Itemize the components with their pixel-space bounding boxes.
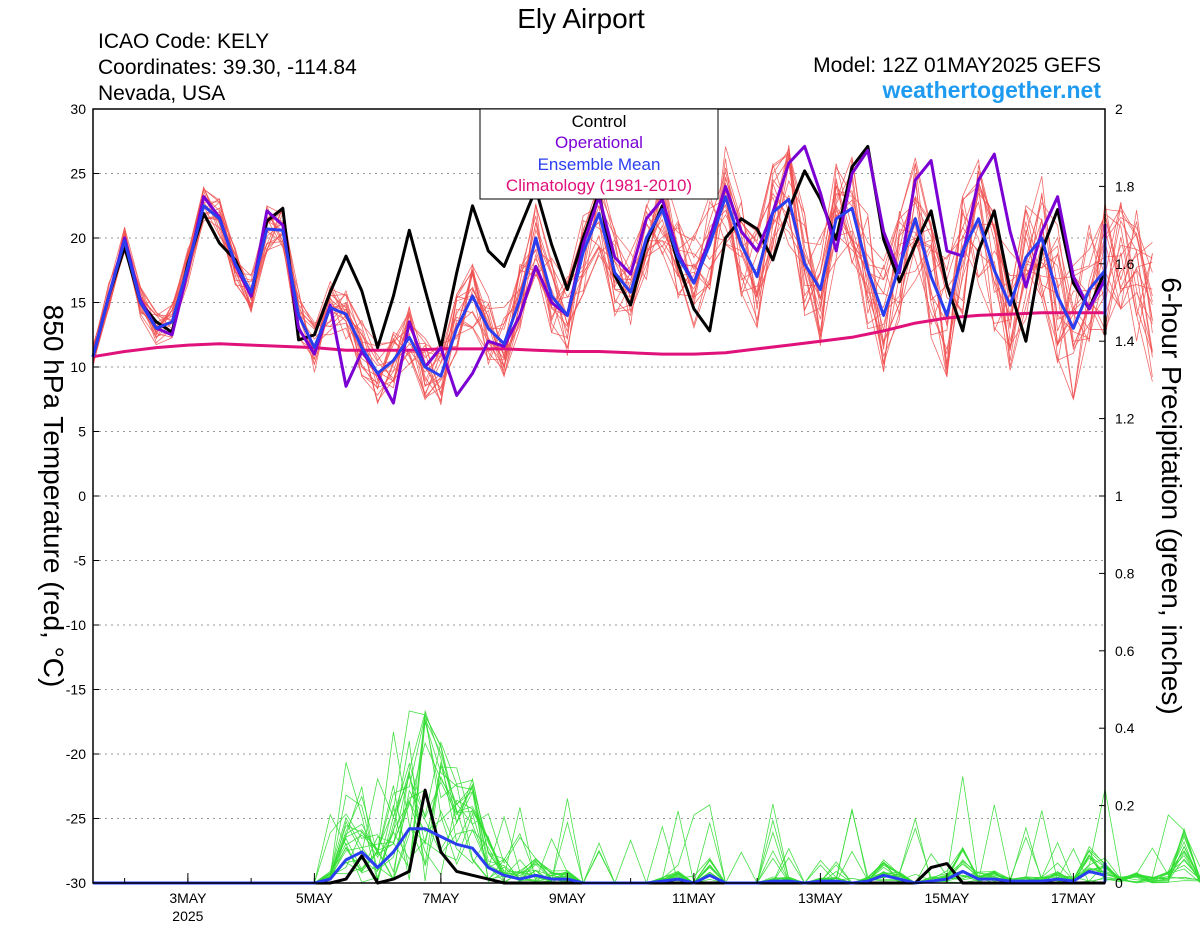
icao-code: ICAO Code: KELY xyxy=(98,30,269,53)
x-tick-label: 3MAY xyxy=(169,890,207,906)
x-tick-label: 13MAY xyxy=(798,890,844,906)
legend: Control Operational Ensemble Mean Climat… xyxy=(479,108,719,200)
y-right-tick-label: 2 xyxy=(1115,101,1123,117)
y-left-tick-label: -25 xyxy=(66,811,86,827)
y-left-tick-label: -20 xyxy=(66,746,86,762)
y-left-tick-label: 20 xyxy=(70,230,86,246)
ensemble-member-temp-line xyxy=(92,155,1153,395)
x-tick-label: 7MAY xyxy=(422,890,460,906)
legend-control: Control xyxy=(572,112,627,131)
y-right-axis: 2 1.8 1.6 1.4 1.2 1 0.8 0.6 0.4 0.2 0 xyxy=(1099,101,1135,891)
region: Nevada, USA xyxy=(98,82,225,105)
series-line-control xyxy=(91,144,1107,358)
y-right-tick-label: 0 xyxy=(1115,875,1123,891)
y-right-tick-label: 1 xyxy=(1115,488,1123,504)
y-left-tick-label: -10 xyxy=(66,617,86,633)
series-line-operational xyxy=(91,144,1107,405)
x-tick-label: 5MAY xyxy=(296,890,334,906)
y-left-tick-label: 10 xyxy=(70,359,86,375)
legend-climatology: Climatology (1981-2010) xyxy=(506,176,692,195)
y-right-tick-label: 1.2 xyxy=(1115,411,1135,427)
x-tick-label: 11MAY xyxy=(672,890,716,906)
y-right-label: 6-hour Precipitation (green, inches) xyxy=(1156,277,1187,714)
ensemble-member-temp-line xyxy=(92,156,1153,396)
y-right-tick-label: 0.4 xyxy=(1115,720,1135,736)
series-line-ensemble-mean xyxy=(91,195,1107,378)
model-run: Model: 12Z 01MAY2025 GEFS xyxy=(813,54,1101,77)
legend-box xyxy=(479,108,719,200)
y-left-tick-label: 0 xyxy=(78,488,86,504)
y-left-tick-label: -30 xyxy=(66,875,86,891)
legend-operational: Operational xyxy=(555,133,643,152)
x-axis: 3MAY 2025 5MAY 7MAY 9MAY 11MAY 13MAY 15MAY 17MAY xyxy=(124,873,1097,924)
y-right-tick-label: 0.2 xyxy=(1115,798,1135,814)
y-left-tick-label: -15 xyxy=(66,682,86,698)
y-right-tick-label: 0.8 xyxy=(1115,565,1135,581)
y-left-label: 850 hPa Temperature (red, °C) xyxy=(38,305,69,688)
chart-title: Ely Airport xyxy=(517,3,645,34)
y-right-tick-label: 0.6 xyxy=(1115,643,1135,659)
x-tick-label: 17MAY xyxy=(1051,890,1097,906)
y-left-axis: 30 25 20 15 10 5 0 -5 -10 -15 -20 -25 -30 xyxy=(66,101,99,891)
y-left-tick-label: 15 xyxy=(70,295,86,311)
ensemble-member-temp-line xyxy=(92,163,1153,405)
y-left-tick-label: 30 xyxy=(70,101,86,117)
site-link[interactable]: weathertogether.net xyxy=(881,77,1101,103)
y-right-tick-label: 1.4 xyxy=(1115,333,1135,349)
x-tick-sublabel: 2025 xyxy=(172,908,203,924)
y-left-tick-label: -5 xyxy=(74,553,87,569)
y-right-tick-label: 1.8 xyxy=(1115,178,1135,194)
legend-ensemble-mean: Ensemble Mean xyxy=(538,155,661,174)
x-tick-label: 9MAY xyxy=(549,890,587,906)
y-left-tick-label: 25 xyxy=(70,166,86,182)
series-line-climatology-1981-2010 xyxy=(92,310,1107,359)
y-right-tick-label: 1.6 xyxy=(1115,256,1135,272)
x-tick-label: 15MAY xyxy=(924,890,970,906)
coordinates: Coordinates: 39.30, -114.84 xyxy=(98,56,357,79)
y-left-tick-label: 5 xyxy=(78,424,86,440)
